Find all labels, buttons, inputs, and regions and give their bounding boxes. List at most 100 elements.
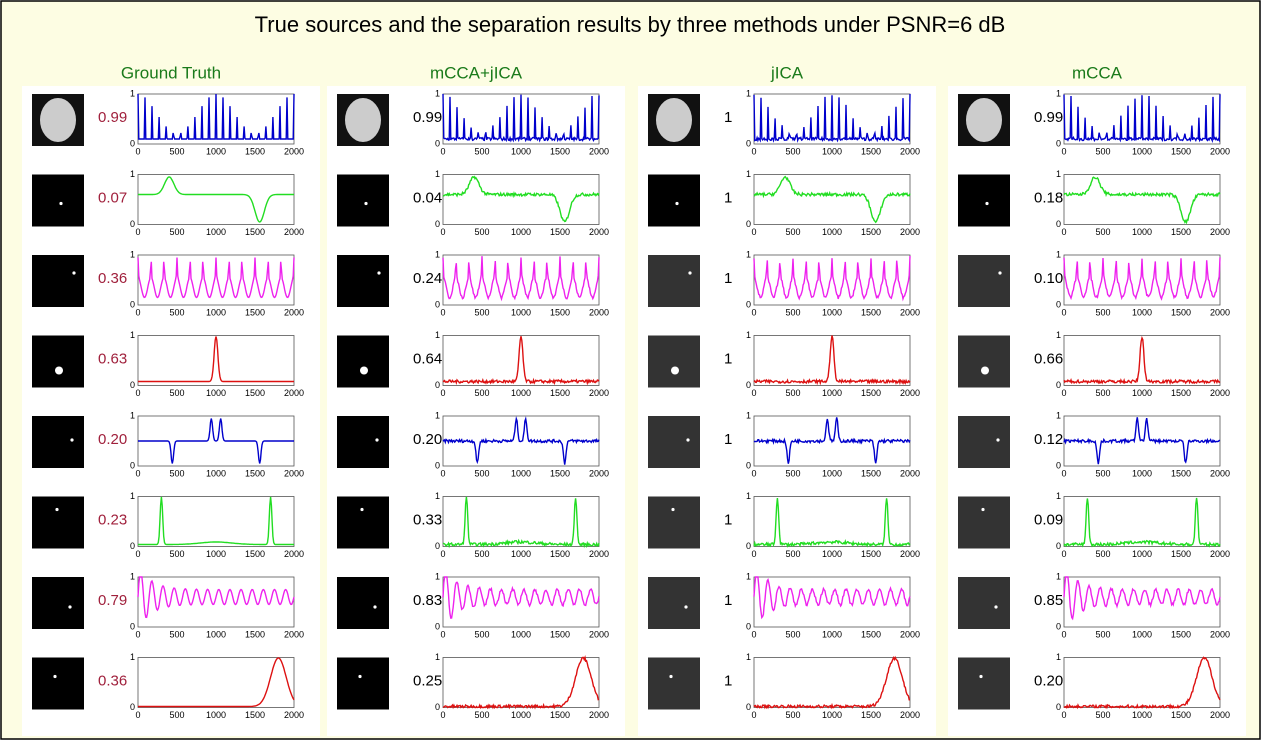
correlation-score: 1 <box>724 270 732 287</box>
y-tick-label: 1 <box>746 249 751 259</box>
x-tick-label: 1000 <box>511 146 531 156</box>
x-tick-label: 2000 <box>900 710 920 720</box>
y-tick-label: 0 <box>1056 621 1061 631</box>
x-tick-label: 2000 <box>900 227 920 237</box>
source-blob <box>377 271 381 275</box>
x-tick-label: 0 <box>1061 629 1066 639</box>
x-tick-label: 2000 <box>1210 710 1230 720</box>
source-blob <box>996 438 1000 442</box>
y-tick-label: 1 <box>130 249 135 259</box>
x-tick-label: 1500 <box>550 146 570 156</box>
x-tick-label: 1500 <box>861 388 881 398</box>
source-blob <box>59 201 63 206</box>
x-tick-label: 500 <box>474 388 489 398</box>
y-tick-label: 1 <box>435 169 440 179</box>
x-tick-label: 2000 <box>589 468 609 478</box>
y-tick-label: 1 <box>130 652 135 662</box>
correlation-score: 1 <box>724 592 732 609</box>
source-blob <box>70 438 74 442</box>
y-tick-label: 0 <box>130 299 135 309</box>
correlation-score: 0.09 <box>1034 511 1063 528</box>
y-tick-label: 1 <box>746 169 751 179</box>
x-tick-label: 1000 <box>206 146 226 156</box>
source-map <box>648 416 700 468</box>
source-blob <box>998 271 1002 275</box>
waveform <box>753 255 911 302</box>
source-blob <box>360 507 364 512</box>
source-blob <box>68 605 72 609</box>
plot-frame <box>137 174 295 225</box>
y-tick-label: 0 <box>746 380 751 390</box>
correlation-score: 1 <box>724 109 732 126</box>
waveform <box>442 576 600 619</box>
x-tick-label: 0 <box>1061 146 1066 156</box>
y-tick-label: 1 <box>435 88 440 98</box>
x-tick-label: 2000 <box>589 388 609 398</box>
x-tick-label: 500 <box>1095 307 1110 317</box>
x-tick-label: 2000 <box>589 227 609 237</box>
x-tick-label: 1500 <box>861 629 881 639</box>
x-tick-label: 1500 <box>1171 549 1191 559</box>
source-map <box>958 174 1010 227</box>
correlation-score: 0.64 <box>413 350 442 367</box>
y-tick-label: 1 <box>746 652 751 662</box>
x-tick-label: 1500 <box>1171 710 1191 720</box>
y-tick-label: 0 <box>746 299 751 309</box>
brain-slice <box>40 98 76 142</box>
source-map <box>337 174 389 227</box>
x-tick-label: 500 <box>474 549 489 559</box>
waveform <box>137 257 295 299</box>
y-tick-label: 0 <box>746 138 751 148</box>
x-tick-label: 0 <box>751 146 756 156</box>
correlation-score: 0.99 <box>98 109 127 126</box>
plot-frame <box>753 335 911 386</box>
y-tick-label: 1 <box>1056 410 1061 420</box>
source-blob <box>360 366 368 375</box>
y-tick-label: 0 <box>1056 138 1061 148</box>
y-tick-label: 1 <box>130 330 135 340</box>
y-tick-label: 0 <box>435 299 440 309</box>
x-tick-label: 1500 <box>861 710 881 720</box>
x-tick-label: 1000 <box>1132 307 1152 317</box>
plot-frame <box>1063 576 1221 628</box>
x-tick-label: 0 <box>440 388 445 398</box>
x-tick-label: 500 <box>474 629 489 639</box>
y-tick-label: 1 <box>435 652 440 662</box>
source-map <box>337 496 389 549</box>
correlation-score: 0.07 <box>98 189 127 206</box>
source-map <box>958 416 1010 468</box>
source-blob <box>671 366 679 375</box>
x-tick-label: 1500 <box>861 468 881 478</box>
waveform <box>1063 497 1221 548</box>
x-tick-label: 0 <box>440 227 445 237</box>
x-tick-label: 0 <box>135 307 140 317</box>
source-blob <box>981 507 985 512</box>
waveform <box>1063 576 1221 621</box>
x-tick-label: 1500 <box>550 549 570 559</box>
y-tick-label: 1 <box>435 249 440 259</box>
x-tick-label: 2000 <box>1210 629 1230 639</box>
x-tick-label: 0 <box>751 388 756 398</box>
waveform <box>138 418 294 464</box>
x-tick-label: 1500 <box>1171 629 1191 639</box>
x-tick-label: 2000 <box>284 146 304 156</box>
correlation-score: 1 <box>724 431 732 448</box>
waveform <box>1063 656 1221 710</box>
source-map <box>958 255 1010 307</box>
plot-frame <box>442 657 600 708</box>
source-map <box>648 335 700 388</box>
correlation-score: 0.33 <box>413 511 442 528</box>
x-tick-label: 1000 <box>1132 146 1152 156</box>
x-tick-label: 1000 <box>822 307 842 317</box>
y-tick-label: 1 <box>746 88 751 98</box>
x-tick-label: 1500 <box>1171 307 1191 317</box>
x-tick-label: 0 <box>1061 388 1066 398</box>
x-tick-label: 1500 <box>245 146 265 156</box>
x-tick-label: 0 <box>1061 549 1066 559</box>
source-map <box>32 496 84 549</box>
x-tick-label: 1000 <box>206 549 226 559</box>
waveform <box>753 498 911 548</box>
y-tick-label: 0 <box>130 219 135 229</box>
x-tick-label: 0 <box>440 307 445 317</box>
y-tick-label: 0 <box>435 621 440 631</box>
